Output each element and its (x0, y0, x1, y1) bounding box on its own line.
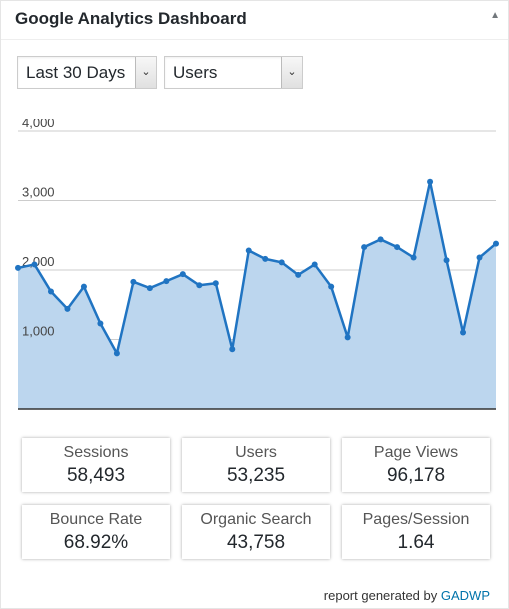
data-point (229, 346, 236, 353)
chevron-down-icon[interactable]: ⌄ (135, 57, 156, 88)
series-area (18, 181, 496, 409)
data-point (31, 261, 38, 268)
data-point (179, 271, 186, 278)
widget-header: Google Analytics Dashboard ▲ (1, 1, 508, 40)
stat-value: 96,178 (386, 465, 446, 486)
stat-sessions: Sessions 58,493 (22, 438, 170, 492)
collapse-arrow-icon[interactable]: ▲ (490, 10, 500, 21)
stat-label: Pages/Session (362, 511, 470, 528)
data-point (278, 259, 285, 266)
data-point (328, 283, 335, 290)
widget-title: Google Analytics Dashboard (15, 9, 247, 28)
data-point (47, 288, 54, 295)
gadwp-link[interactable]: GADWP (440, 588, 490, 603)
data-point (427, 178, 434, 185)
stat-value: 68.92% (63, 532, 129, 553)
stat-label: Organic Search (200, 511, 312, 528)
data-point (361, 244, 368, 251)
data-point (394, 244, 401, 251)
stat-value: 1.64 (397, 532, 435, 553)
data-point (344, 334, 351, 341)
stat-value: 53,235 (226, 465, 286, 486)
data-point (196, 282, 203, 289)
chevron-down-icon[interactable]: ⌄ (281, 57, 302, 88)
stat-users: Users 53,235 (182, 438, 330, 492)
data-point (80, 283, 87, 290)
data-point (113, 350, 120, 357)
date-range-select[interactable]: Last 30 Days ⌄ (17, 56, 157, 89)
data-point (460, 329, 467, 336)
stat-value: 43,758 (226, 532, 286, 553)
data-point (262, 255, 269, 262)
data-point (64, 305, 71, 312)
y-tick-label: 4,000 (22, 119, 55, 130)
data-point (476, 254, 483, 261)
stat-label: Sessions (63, 444, 129, 461)
data-point (295, 271, 302, 278)
data-point (443, 257, 450, 264)
data-point (97, 320, 104, 327)
data-point (212, 280, 219, 287)
metric-select[interactable]: Users ⌄ (164, 56, 303, 89)
y-tick-label: 3,000 (22, 185, 55, 200)
date-range-value: Last 30 Days (26, 63, 126, 82)
stat-pages-per-session: Pages/Session 1.64 (342, 505, 490, 559)
series-line (17, 180, 497, 355)
stat-value: 58,493 (66, 465, 126, 486)
data-point (410, 254, 417, 261)
stat-label: Bounce Rate (49, 511, 143, 528)
stat-label: Users (235, 444, 277, 461)
stat-label: Page Views (373, 444, 459, 461)
report-footer: report generated by GADWP (324, 588, 490, 603)
footer-text: report generated by (323, 588, 438, 603)
metric-value: Users (173, 63, 218, 82)
data-point (493, 240, 499, 247)
y-tick-label: 1,000 (22, 324, 55, 339)
data-point (377, 236, 384, 243)
data-point (163, 278, 170, 285)
data-point (15, 264, 21, 271)
stat-page-views: Page Views 96,178 (342, 438, 490, 492)
stat-bounce-rate: Bounce Rate 68.92% (22, 505, 170, 559)
data-point (146, 285, 153, 292)
data-point (311, 261, 318, 268)
data-point (130, 278, 137, 285)
data-point (245, 247, 252, 254)
stat-organic-search: Organic Search 43,758 (182, 505, 330, 559)
